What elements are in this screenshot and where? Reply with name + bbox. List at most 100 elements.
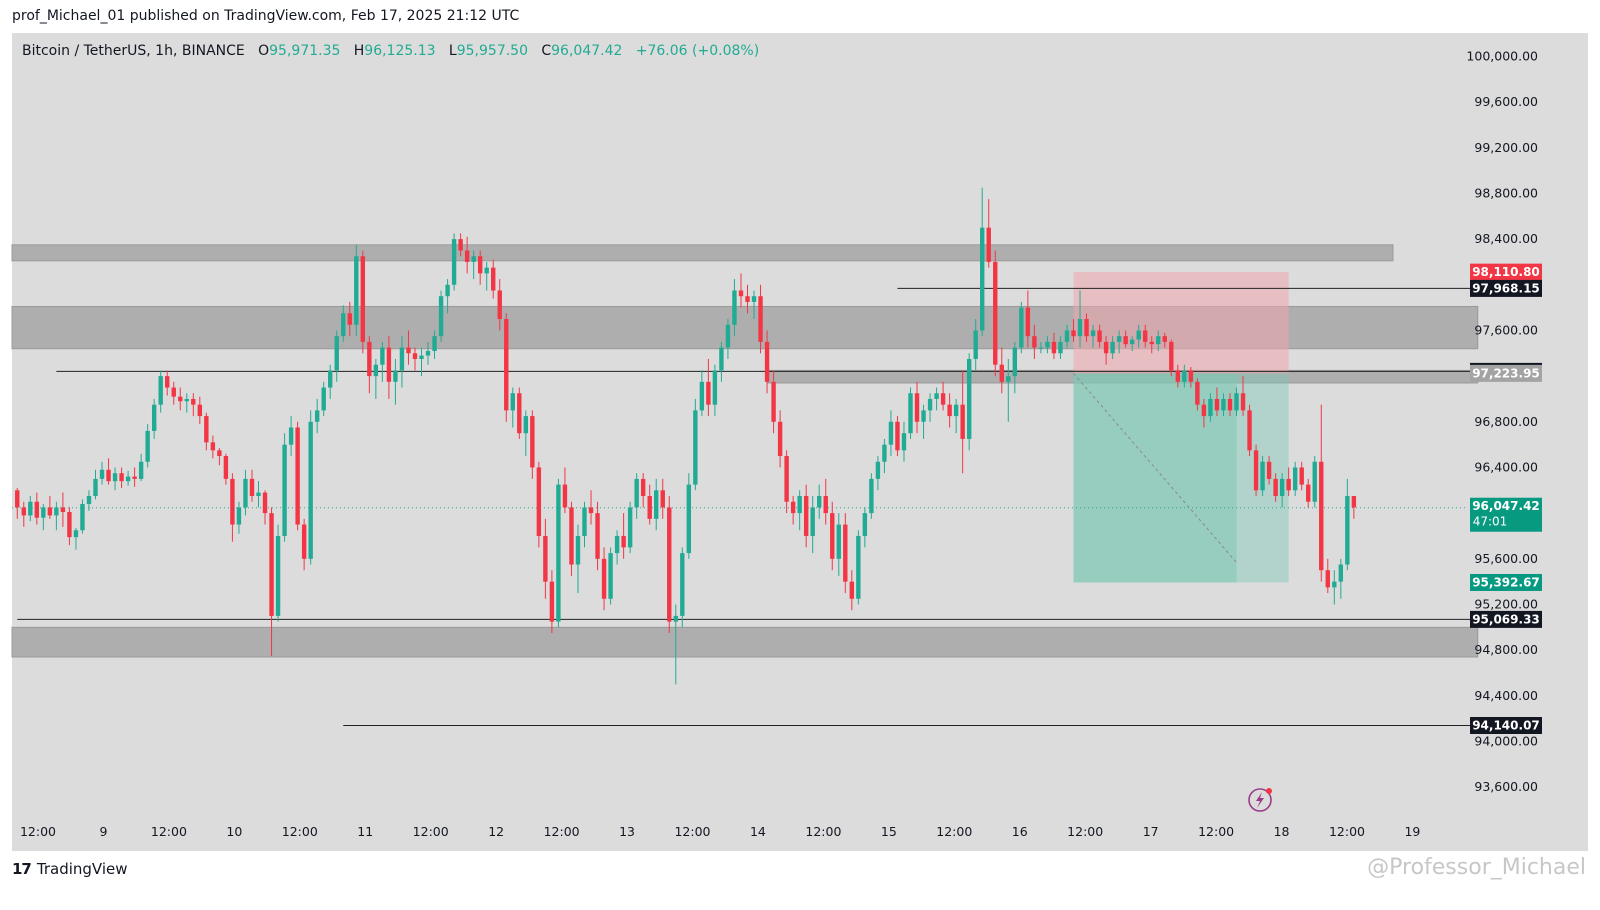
candle-body [15,490,20,508]
candle [1240,376,1246,417]
candle [966,353,972,451]
candle-body [693,410,698,485]
candle-body [836,524,841,559]
candle [1064,324,1070,348]
candle [758,284,763,354]
candle [654,478,659,531]
candle-body [314,410,320,422]
candle-body [601,558,607,599]
candle [947,393,952,428]
candle-body [1338,564,1344,582]
candle [1247,404,1252,457]
candle-body [1025,307,1031,337]
candle [256,481,261,508]
candle-body [491,267,496,291]
candle-body [660,490,665,508]
candle-body [869,478,874,514]
candle [549,570,555,634]
candle-body [223,456,229,479]
candle-body [1227,398,1233,411]
y-tick-label: 97,600.00 [1474,322,1538,337]
candle [269,507,274,656]
candle [451,233,457,291]
tradingview-brand: TradingView [36,860,128,878]
candle-body [1123,336,1128,345]
candle-body [758,296,763,342]
candle [738,273,744,308]
candle [960,370,965,474]
chart-area[interactable] [12,33,1588,851]
candle-body [1214,398,1220,411]
candle-body [393,370,398,382]
candle [803,484,809,548]
candle [849,570,855,611]
candle-body [1266,461,1272,479]
candle [504,313,509,422]
candle [80,499,85,534]
candle [843,513,848,594]
candle [1208,393,1213,422]
candle-body [1169,341,1174,371]
lightning-icon [1248,788,1272,812]
candle-body [73,530,79,538]
candle-body [934,393,939,399]
candle-body [719,347,724,371]
price-axis-label-bg [1470,497,1542,532]
candle [151,398,157,439]
candle [719,341,724,382]
candle-body [640,478,646,497]
y-tick-label: 94,800.00 [1474,642,1538,657]
candle-body [425,351,431,356]
candle [1149,336,1154,354]
y-tick-label: 98,400.00 [1474,231,1538,246]
lightning-icon-ring [1248,788,1272,812]
candle-body [1182,370,1187,382]
candle [569,501,574,576]
candle-body [158,376,163,405]
candle-body [151,404,157,431]
candle-body [451,239,457,285]
price-axis-label-bg [1470,364,1542,382]
candle [1319,404,1324,582]
candle [901,421,907,462]
y-tick-label: 95,200.00 [1474,596,1538,611]
x-tick-label: 12:00 [282,824,318,839]
candle-body [1286,478,1291,491]
y-tick-label: 100,000.00 [1466,48,1538,63]
candle-body [243,478,248,508]
candle [314,398,320,434]
candle-body [432,336,437,351]
tradingview-logo[interactable]: 17 TradingView [12,860,128,878]
candle-body [1006,376,1011,382]
candle-body [667,507,672,622]
candle-body [1064,330,1070,342]
candle-body [608,553,613,599]
candle [536,461,542,548]
candle-body [1149,341,1154,345]
candle [640,473,646,508]
legend-close-label: C [541,43,552,59]
candle-body [725,324,731,348]
candle [217,448,222,466]
candle [1306,478,1311,508]
candle [99,461,105,485]
candle [47,496,53,519]
candle [510,387,515,428]
candle [699,370,705,417]
candle-body [41,507,46,518]
candle-body [764,341,770,382]
candle [15,488,20,519]
legend-high-label: H [353,43,365,59]
candle [106,458,111,485]
candle-body [1071,330,1076,337]
candle-body [980,227,985,331]
sr-zone-0 [11,244,1394,262]
candle [940,381,946,411]
legend-high: 96,125.13 [364,43,436,59]
y-tick-label: 98,800.00 [1474,185,1538,200]
candle-body [966,358,972,439]
candle-body [217,450,222,457]
candle-body [595,513,600,559]
candle [497,279,502,331]
